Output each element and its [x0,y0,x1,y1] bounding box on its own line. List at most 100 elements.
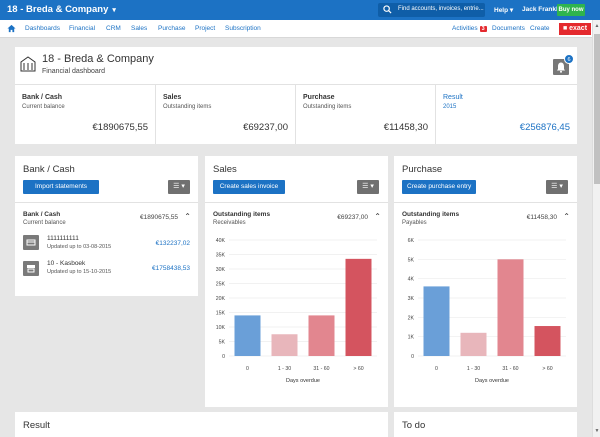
account-balance[interactable]: €1758438,53 [152,265,190,272]
bank-building-icon [20,56,36,72]
y-tick-label: 1K [408,335,415,341]
y-tick-label: 25K [216,282,226,288]
section-subtitle: Receivables [213,220,246,226]
section-subtitle: Payables [402,220,427,226]
y-tick-label: 5K [408,257,415,263]
bar [460,332,487,356]
scroll-up-icon[interactable]: ▲ [594,23,600,29]
company-name: 18 - Breda & Company [7,4,109,15]
nav-create[interactable]: Create [530,25,550,32]
nav-sales[interactable]: Sales [131,25,148,32]
divider [394,202,577,203]
nav-crm[interactable]: CRM [106,25,121,32]
kpi-title: Sales [163,94,182,101]
x-tick-label: 31 - 60 [502,366,518,372]
account-balance[interactable]: €132237,02 [155,240,190,247]
kpi-sales[interactable]: Sales Outstanding items €69237,00 [156,85,296,144]
search-box[interactable]: Find accounts, invoices, entrie... [378,3,485,17]
help-menu[interactable]: Help ▾ [494,7,514,14]
card-title: Bank / Cash [23,164,75,175]
nav-project[interactable]: Project [195,25,216,32]
cash-register-icon [23,261,39,276]
search-input[interactable]: Find accounts, invoices, entrie... [398,6,484,12]
bank-account-icon [23,235,39,250]
y-tick-label: 3K [408,296,415,302]
nav-activities[interactable]: Activities 3 [452,25,487,32]
account-updated: Updated up to 03-08-2015 [47,244,112,250]
kpi-title: Result [443,94,463,101]
y-tick-label: 35K [216,253,226,259]
buy-now-button[interactable]: Buy now [557,4,585,16]
x-tick-label: 0 [246,366,249,372]
todo-card: To do [394,412,577,437]
section-title: Bank / Cash [23,211,61,218]
card-title: To do [402,420,426,431]
activities-count-badge: 3 [479,26,487,32]
y-tick-label: 0 [222,354,225,360]
bar [271,334,298,356]
collapse-caret-icon[interactable]: ⌃ [563,212,570,221]
card-menu-button[interactable]: ☰ ▾ [546,180,568,194]
x-tick-label: 0 [435,366,438,372]
kpi-bank-cash[interactable]: Bank / Cash Current balance €1890675,55 [15,85,156,144]
kpi-value: €256876,45 [519,122,570,133]
card-title: Purchase [402,164,443,175]
kpi-value: €69237,00 [243,122,288,133]
bar [423,286,450,356]
kpi-value: €11458,30 [383,122,428,133]
y-tick-label: 10K [216,325,226,331]
top-bar: 18 - Breda & Company ▾ Find accounts, in… [0,0,600,20]
bank-cash-card: Bank / Cash Import statements ☰ ▾ Bank /… [15,156,198,296]
kpi-result[interactable]: Result 2015 €256876,45 [436,85,577,144]
scroll-down-icon[interactable]: ▼ [594,428,600,434]
card-title: Result [23,420,50,431]
top-scroll-area [592,0,600,20]
account-updated: Updated up to 15-10-2015 [47,269,112,275]
create-sales-invoice-button[interactable]: Create sales invoice [213,180,285,194]
kpi-purchase[interactable]: Purchase Outstanding items €11458,30 [296,85,436,144]
kpi-title: Purchase [303,94,335,101]
y-tick-label: 5K [219,340,226,346]
account-name[interactable]: 10 - Kasboek [47,260,86,267]
account-name[interactable]: 1111111111 [47,235,79,242]
nav-financial[interactable]: Financial [69,25,96,32]
user-menu[interactable]: Jack Franklin [522,6,564,13]
nav-purchase[interactable]: Purchase [158,25,186,32]
bar [234,315,261,356]
vertical-scrollbar[interactable]: ▲ ▼ [592,20,600,437]
divider [205,202,388,203]
page-subtitle: Financial dashboard [42,68,106,75]
card-menu-button[interactable]: ☰ ▾ [168,180,190,194]
sales-card: Sales Create sales invoice ☰ ▾ Outstandi… [205,156,388,407]
y-tick-label: 15K [216,311,226,317]
company-selector[interactable]: 18 - Breda & Company ▾ [7,4,116,15]
main-nav: Dashboards Financial CRM Sales Purchase … [0,20,592,38]
scrollbar-thumb[interactable] [594,34,600,184]
home-icon[interactable] [7,24,16,33]
kpi-value: €1890675,55 [92,122,148,133]
y-tick-label: 30K [216,267,226,273]
import-statements-button[interactable]: Import statements [23,180,99,194]
chevron-down-icon: ▾ [110,7,116,14]
create-purchase-entry-button[interactable]: Create purchase entry [402,180,476,194]
nav-subscription[interactable]: Subscription [225,25,261,32]
card-menu-button[interactable]: ☰ ▾ [357,180,379,194]
section-value: €1890675,55 [140,214,178,221]
kpi-subtitle: Current balance [22,104,65,110]
x-tick-label: 1 - 30 [278,366,291,372]
purchase-card: Purchase Create purchase entry ☰ ▾ Outst… [394,156,577,407]
exact-logo: ■ exact [559,23,591,35]
bar [308,315,335,356]
kpi-subtitle: 2015 [443,104,457,110]
dashboard-header-top: 18 - Breda & Company Financial dashboard… [15,47,577,85]
x-axis-label: Days overdue [475,378,509,384]
section-subtitle: Current balance [23,220,66,226]
dashboard-header: 18 - Breda & Company Financial dashboard… [15,47,577,144]
nav-documents[interactable]: Documents [492,25,525,32]
section-title: Outstanding items [402,211,460,218]
nav-dashboards[interactable]: Dashboards [25,25,61,32]
collapse-caret-icon[interactable]: ⌃ [374,212,381,221]
collapse-caret-icon[interactable]: ⌃ [184,212,191,221]
y-tick-label: 6K [408,238,415,244]
bar [497,259,524,356]
